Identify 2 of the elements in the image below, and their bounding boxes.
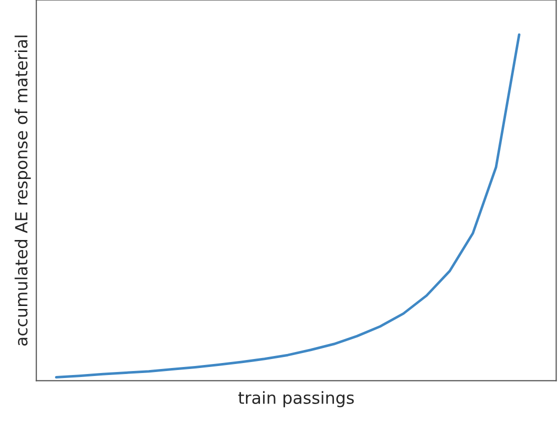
y-axis-title: accumulated AE response of material <box>14 36 31 346</box>
x-axis-title: train passings <box>238 391 354 408</box>
